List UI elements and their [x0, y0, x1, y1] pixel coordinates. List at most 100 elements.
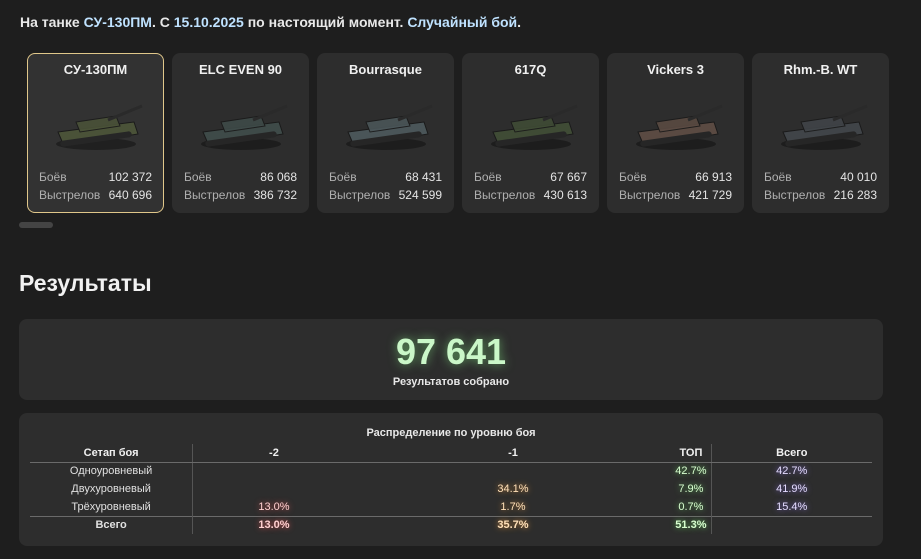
cell-minus1: 35.7%	[354, 515, 672, 534]
shots-value: 524 599	[398, 188, 442, 202]
shots-label: Выстрелов	[39, 188, 101, 202]
results-total-card: 97 641 Результатов собрано	[19, 319, 883, 400]
pct-value: 7.9%	[678, 483, 704, 495]
battles-label: Боёв	[329, 170, 357, 184]
tank-name: 617Q	[514, 62, 547, 77]
results-title: Результаты	[19, 270, 152, 296]
tank-image	[781, 104, 868, 150]
cell-minus1: 34.1%	[355, 480, 672, 498]
table-row: Трёхуровневый 13.0% 1.7% 0.7% 15.4%	[30, 498, 872, 516]
battles-row: Боёв 66 913	[619, 170, 732, 184]
pct-value	[270, 464, 278, 478]
tank-image	[636, 104, 723, 150]
shots-row: Выстрелов 640 696	[39, 188, 152, 202]
pct-value: 34.1%	[497, 483, 529, 495]
header-prefix: На танке	[20, 14, 84, 30]
pct-value: 13.0%	[258, 500, 290, 513]
pct-value: 35.7%	[497, 519, 529, 532]
pct-value	[788, 518, 796, 532]
page-header: На танке СУ-130ПМ. С 15.10.2025 по насто…	[20, 14, 521, 30]
distribution-title: Распределение по уровню боя	[366, 427, 536, 439]
shots-label: Выстрелов	[184, 188, 246, 202]
battles-row: Боёв 68 431	[329, 170, 442, 184]
cell-minus1: 1.7%	[355, 498, 672, 516]
row-label: Двухуровневый	[71, 483, 151, 495]
col-header-minus2: -2	[192, 444, 355, 463]
cell-top: 42.7%	[671, 462, 711, 480]
pct-value: 42.7%	[675, 465, 707, 478]
shots-value: 386 732	[253, 188, 297, 202]
header-tank-name: СУ-130ПМ	[83, 14, 152, 30]
col-header-minus1: -1	[354, 444, 672, 463]
cell-all: 41.9%	[710, 480, 872, 498]
row-label: Всего	[30, 515, 193, 534]
shots-row: Выстрелов 421 729	[619, 188, 732, 202]
tank-name: СУ-130ПМ	[63, 62, 128, 77]
tank-card[interactable]: ELC EVEN 90 Боёв 86 068 Выстрелов 386 732	[172, 53, 309, 213]
battles-value: 86 068	[260, 170, 297, 184]
shots-value: 640 696	[108, 188, 152, 202]
distribution-card: Распределение по уровню боя Сетап боя -2…	[19, 413, 883, 546]
tank-name: ELC EVEN 90	[198, 62, 283, 77]
distribution-table: Сетап боя -2 -1 ТОП Всего Одноуровневый …	[30, 444, 872, 534]
cell-top: 51.3%	[671, 515, 711, 534]
header-middle2: по настоящий момент.	[243, 14, 408, 30]
tank-card[interactable]: Vickers 3 Боёв 66 913 Выстрелов 421 729	[607, 53, 744, 213]
pct-value: 51.3%	[675, 519, 707, 532]
cell-top: 0.7%	[671, 498, 711, 516]
battles-label: Боёв	[764, 170, 792, 184]
tank-image	[201, 104, 288, 150]
battles-label: Боёв	[184, 170, 212, 184]
shots-label: Выстрелов	[474, 188, 536, 202]
tank-card[interactable]: Rhm.-B. WT Боёв 40 010 Выстрелов 216 283	[752, 53, 889, 213]
pct-value: 41.9%	[776, 483, 808, 495]
cell-minus2: 13.0%	[192, 515, 355, 534]
tank-image	[56, 104, 143, 150]
battles-label: Боёв	[474, 170, 502, 184]
battles-row: Боёв 102 372	[39, 170, 152, 184]
table-total-row: Всего 13.0% 35.7% 51.3%	[30, 515, 872, 534]
col-header-top: ТОП	[671, 444, 711, 463]
header-date: 15.10.2025	[173, 14, 244, 30]
results-total-caption: Результатов собрано	[392, 376, 510, 388]
col-header-setup: Сетап боя	[30, 444, 193, 463]
row-label: Трёхуровневый	[71, 500, 151, 513]
pct-value	[509, 464, 517, 478]
shots-row: Выстрелов 430 613	[474, 188, 587, 202]
tank-name: Bourrasque	[349, 62, 422, 77]
tank-card[interactable]: СУ-130ПМ Боёв 102 372 Выстрелов 640 696	[27, 53, 164, 213]
cell-minus2: 13.0%	[192, 498, 355, 516]
pct-value: 1.7%	[500, 500, 526, 513]
pct-value: 13.0%	[258, 519, 290, 532]
shots-label: Выстрелов	[329, 188, 391, 202]
shots-label: Выстрелов	[764, 188, 826, 202]
tank-carousel: СУ-130ПМ Боёв 102 372 Выстрелов 640 696 EL…	[27, 53, 889, 213]
battles-value: 67 667	[550, 170, 587, 184]
pct-value: 0.7%	[678, 500, 704, 513]
tank-image	[346, 104, 433, 150]
header-mode: Случайный бой	[407, 14, 518, 30]
shots-row: Выстрелов 216 283	[764, 188, 877, 202]
header-middle: . С	[151, 14, 174, 30]
header-suffix: .	[517, 14, 522, 30]
table-header-row: Сетап боя -2 -1 ТОП Всего	[30, 444, 872, 463]
pct-value: 15.4%	[776, 500, 808, 513]
row-label: Одноуровневый	[69, 465, 153, 478]
table-row: Двухуровневый 34.1% 7.9% 41.9%	[30, 480, 872, 498]
cell-all: 15.4%	[710, 498, 872, 516]
cell-minus2	[192, 480, 355, 498]
battles-label: Боёв	[39, 170, 67, 184]
tank-card[interactable]: 617Q Боёв 67 667 Выстрелов 430 613	[462, 53, 599, 213]
cell-minus1	[355, 462, 672, 480]
tank-card[interactable]: Bourrasque Боёв 68 431 Выстрелов 524 599	[317, 53, 454, 213]
shots-label: Выстрелов	[619, 188, 681, 202]
battles-value: 66 913	[695, 170, 732, 184]
tank-name: Rhm.-B. WT	[783, 62, 858, 77]
shots-row: Выстрелов 386 732	[184, 188, 297, 202]
battles-value: 68 431	[405, 170, 442, 184]
pct-value: 42.7%	[776, 465, 808, 478]
battles-label: Боёв	[619, 170, 647, 184]
cell-top: 7.9%	[671, 480, 711, 498]
carousel-scrollbar[interactable]	[19, 222, 53, 228]
battles-row: Боёв 40 010	[764, 170, 877, 184]
